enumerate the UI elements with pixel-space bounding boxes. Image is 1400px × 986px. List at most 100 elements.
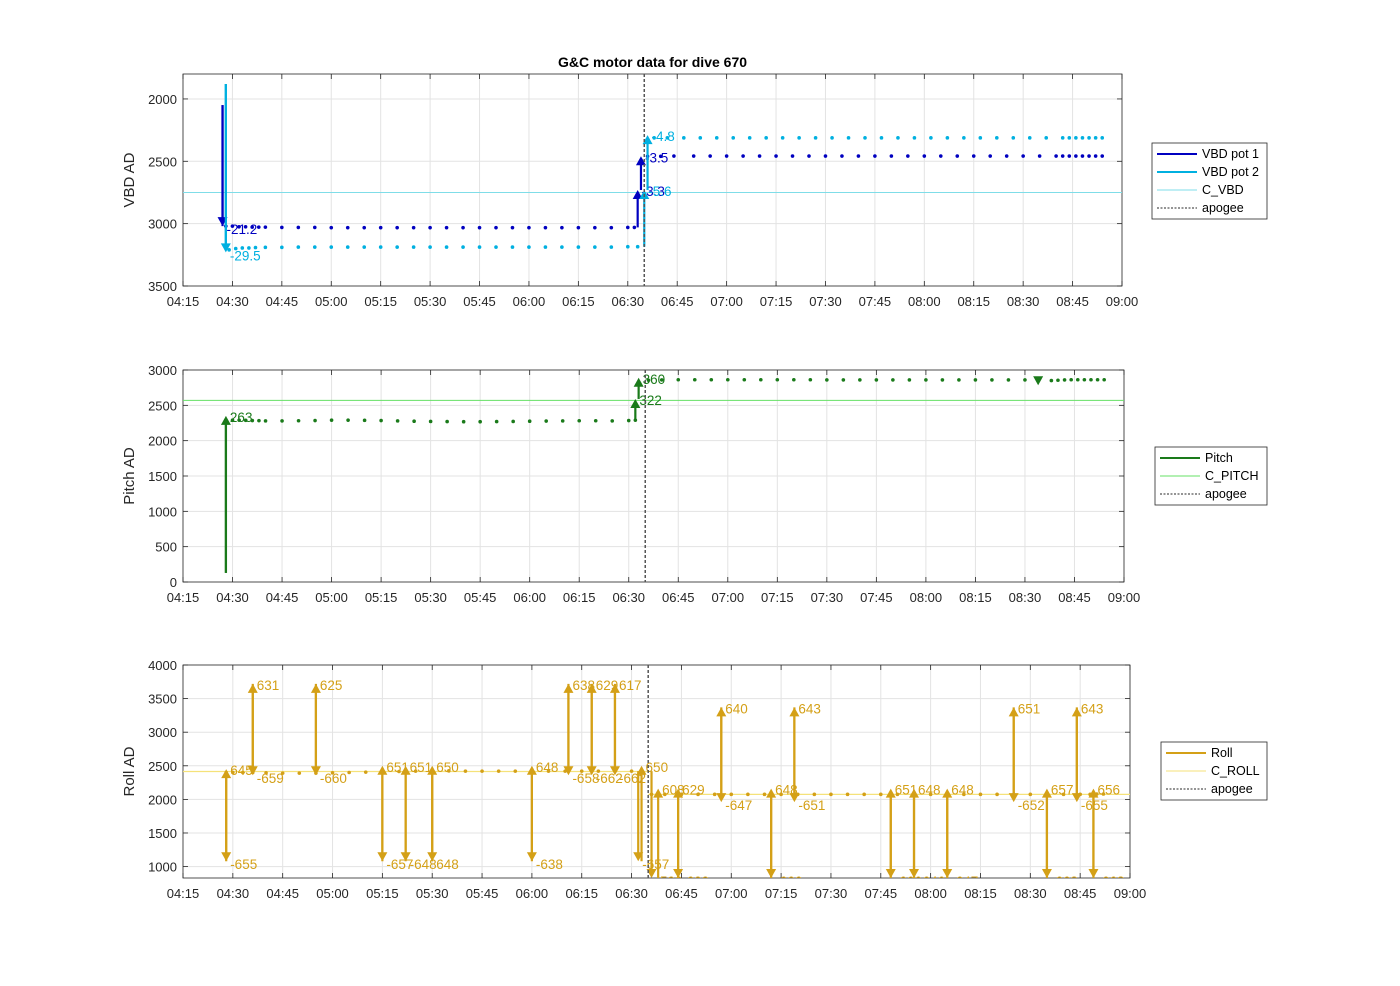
arrow-label: -4.8 [652, 129, 675, 144]
x-tick-label: 06:00 [513, 590, 546, 605]
arrow-label: 657 [1051, 783, 1074, 798]
data-point-vbd-pot-1 [560, 225, 564, 230]
data-point-vbd-pot-1 [971, 154, 976, 158]
data-point-vbd-pot-1 [345, 225, 350, 230]
arrow-label: -647 [951, 874, 978, 889]
data-point-vbd-pot-1 [1004, 154, 1009, 158]
data-point-vbd-pot-1 [938, 154, 943, 158]
arrow-label: 360 [643, 372, 666, 387]
data-point-vbd-pot-2 [560, 245, 564, 249]
data-point-pitch [610, 419, 615, 423]
data-point-vbd-pot-2 [1093, 136, 1098, 140]
data-point-vbd-pot-1 [444, 225, 449, 230]
y-tick-label: 2000 [148, 792, 177, 807]
data-point-pitch [676, 377, 681, 382]
data-point-pitch [1095, 377, 1100, 382]
data-point-vbd-pot-1 [658, 154, 663, 159]
data-point-vbd-pot-2 [846, 136, 851, 140]
data-point-vbd-pot-2 [312, 245, 317, 249]
data-point-pitch [940, 378, 945, 382]
data-point-vbd-pot-1 [1067, 154, 1072, 158]
x-tick-label: 04:30 [217, 886, 250, 901]
legend-entry: apogee [1205, 487, 1247, 501]
data-point-pitch [250, 418, 255, 423]
data-point-pitch [659, 378, 664, 382]
data-point-vbd-pot-1 [593, 225, 597, 230]
data-point-pitch [891, 378, 895, 382]
x-tick-label: 06:30 [615, 886, 648, 901]
data-point-vbd-pot-2 [1100, 136, 1105, 140]
data-point-vbd-pot-2 [233, 246, 238, 251]
y-tick-label: 2500 [148, 154, 177, 169]
data-point-vbd-pot-2 [912, 136, 917, 140]
data-point-vbd-pot-2 [1011, 136, 1016, 140]
arrow-head [716, 793, 727, 803]
data-point-vbd-pot-1 [741, 154, 745, 158]
data-point-roll [978, 792, 983, 797]
data-point-roll [480, 769, 484, 773]
data-point-vbd-pot-1 [823, 154, 828, 158]
data-point-vbd-pot-2 [665, 136, 670, 140]
x-tick-label: 05:30 [414, 294, 447, 309]
data-point-vbd-pot-2 [240, 246, 245, 250]
x-tick-label: 06:00 [513, 294, 546, 309]
arrow-head [220, 243, 231, 253]
arrow-head [1071, 793, 1082, 803]
plot-area [183, 74, 1122, 286]
y-axis-label: Roll AD [121, 746, 138, 796]
x-tick-label: 04:30 [216, 294, 249, 309]
data-point-vbd-pot-1 [428, 225, 432, 230]
data-point-vbd-pot-2 [797, 136, 801, 140]
x-tick-label: 05:30 [416, 886, 449, 901]
arrow-head [427, 765, 438, 775]
data-point-vbd-pot-1 [1087, 154, 1091, 158]
x-tick-label: 05:45 [466, 886, 499, 901]
x-tick-label: 04:15 [167, 294, 200, 309]
arrow-label: -657 [642, 857, 669, 872]
data-point-pitch [1056, 378, 1060, 383]
arrow-label: -5.6 [648, 184, 671, 199]
data-point-roll [862, 792, 866, 797]
data-point-vbd-pot-1 [774, 154, 778, 158]
x-tick-label: 07:15 [765, 886, 798, 901]
arrow-label: -3.5 [645, 150, 668, 165]
y-axis-label: Pitch AD [121, 447, 138, 505]
panel-1: 04:15 04:30 04:45 05:00 05:15 05:30 05:45 06:00… [121, 363, 1268, 605]
arrow-label: 656 [1097, 783, 1120, 798]
data-point-roll [447, 769, 451, 773]
data-point-pitch [478, 419, 482, 424]
arrow-label: -648 [410, 857, 437, 872]
arrow-head [646, 869, 657, 878]
data-point-roll [712, 792, 717, 797]
data-point-vbd-pot-2 [896, 136, 900, 140]
data-point-roll [231, 770, 235, 775]
data-point-vbd-pot-1 [1080, 154, 1085, 158]
x-tick-label: 07:30 [811, 590, 844, 605]
data-point-pitch [874, 378, 879, 382]
x-tick-label: 07:45 [860, 590, 893, 605]
data-point-vbd-pot-1 [1060, 154, 1065, 158]
data-point-pitch [243, 418, 248, 423]
data-point-vbd-pot-2 [731, 136, 736, 140]
data-point-vbd-pot-2 [978, 136, 983, 140]
data-point-roll [696, 792, 700, 797]
data-point-pitch [841, 378, 846, 382]
data-point-vbd-pot-2 [576, 245, 581, 249]
plot-content: -655 645 631 -659 625 -660 -657 651 -648 651 648 65… [183, 678, 1130, 889]
legend-entry: Roll [1211, 746, 1233, 760]
data-point-vbd-pot-2 [682, 136, 686, 140]
data-point-vbd-pot-2 [764, 136, 768, 140]
data-point-roll [496, 769, 501, 773]
data-point-roll [812, 792, 817, 797]
x-tick-label: 08:30 [1014, 886, 1047, 901]
arrow-head [673, 788, 684, 798]
x-tick-label: 09:00 [1114, 886, 1147, 901]
data-point-roll [663, 792, 667, 797]
data-point-vbd-pot-2 [1080, 136, 1085, 140]
arrow-label: -660 [320, 771, 347, 786]
data-point-roll [513, 769, 518, 773]
x-tick-label: 05:15 [366, 886, 399, 901]
arrow-label: -668 [1051, 874, 1078, 889]
y-tick-label: 4000 [148, 658, 177, 673]
